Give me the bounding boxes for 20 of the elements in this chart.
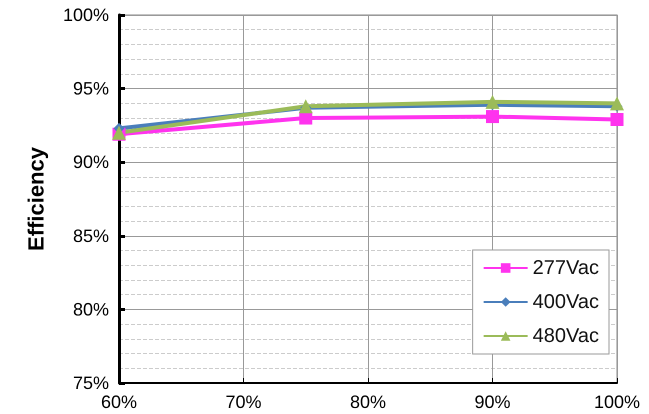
legend-label: 480Vac <box>532 325 600 347</box>
y-axis-title: Efficiency <box>24 146 48 251</box>
legend-label: 277Vac <box>532 257 600 279</box>
point <box>486 94 500 109</box>
y-tick-label: 95% <box>72 78 109 99</box>
legend-label: 400Vac <box>532 291 600 313</box>
y-tick-label: 75% <box>72 373 109 393</box>
y-tick-label: 85% <box>72 226 109 246</box>
x-tick-label: 60% <box>100 392 138 412</box>
point <box>298 99 313 114</box>
x-tick-label: 80% <box>350 392 386 412</box>
x-tick-label: 70% <box>225 392 262 412</box>
x-tick-label: 90% <box>474 392 511 412</box>
y-tick-label: 100% <box>62 5 109 25</box>
point <box>486 110 499 124</box>
y-tick-label: 80% <box>72 299 109 320</box>
point <box>610 113 624 126</box>
point <box>610 96 624 110</box>
y-tick-label: 90% <box>72 152 109 172</box>
x-tick-label: 100% <box>594 392 640 412</box>
